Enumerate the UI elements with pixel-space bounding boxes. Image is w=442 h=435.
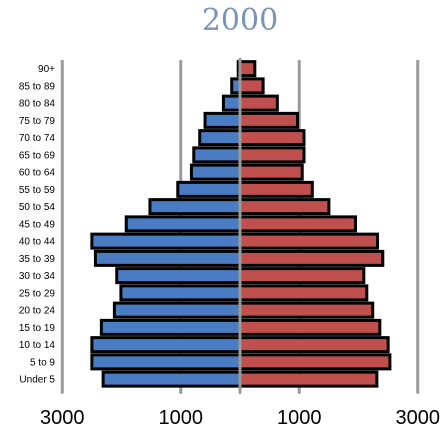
right-bar-3 [238,111,299,129]
age-label-10: 40 to 44 [19,237,56,248]
left-bar-8 [148,198,242,216]
x-tick-label-2: 1000 [277,407,322,429]
age-label-6: 60 to 64 [19,168,56,179]
left-bar-5 [192,146,242,164]
left-bar-14 [112,301,242,319]
age-label-2: 80 to 84 [19,99,56,110]
left-bar-17 [90,353,242,371]
right-bar-18 [238,370,379,388]
left-bar-10 [90,232,242,250]
right-bar-16 [238,336,390,354]
age-label-14: 20 to 24 [19,306,56,317]
age-label-7: 55 to 59 [19,185,56,196]
right-bar-2 [238,94,279,112]
left-bar-16 [90,336,242,354]
left-bar-4 [198,129,242,147]
age-label-1: 85 to 89 [19,81,56,92]
left-bar-12 [115,267,242,285]
right-bar-13 [238,284,369,302]
chart-title: 2000 [202,3,278,38]
age-group-labels: 90+ 85 to 89 80 to 84 75 to 79 70 to 74 65 to… [19,64,56,386]
right-bar-17 [238,353,392,371]
right-bar-12 [238,267,366,285]
right-bar-8 [238,198,331,216]
right-bar-6 [238,163,304,181]
left-bar-2 [221,94,242,112]
age-label-3: 75 to 79 [19,116,56,127]
age-label-12: 30 to 34 [19,271,56,282]
age-label-13: 25 to 29 [19,288,56,299]
left-bar-13 [119,284,242,302]
left-bar-18 [101,370,242,388]
female-bars [238,60,392,388]
x-axis-tick-labels: 3000 1000 1000 3000 [40,407,440,429]
left-bar-11 [93,249,242,267]
age-label-11: 35 to 39 [19,254,56,265]
left-bar-15 [99,318,242,336]
left-bar-9 [124,215,242,233]
x-tick-label-0: 3000 [40,407,85,429]
age-label-5: 65 to 69 [19,150,56,161]
age-label-4: 70 to 74 [19,133,56,144]
right-bar-15 [238,318,382,336]
age-label-15: 15 to 19 [19,323,56,334]
age-label-0: 90+ [38,64,55,75]
age-label-16: 10 to 14 [19,340,56,351]
right-bar-10 [238,232,379,250]
right-bar-9 [238,215,358,233]
x-tick-label-1: 1000 [159,407,204,429]
right-bar-1 [238,77,265,95]
age-label-8: 50 to 54 [19,202,56,213]
right-bar-11 [238,249,385,267]
left-bar-6 [189,163,242,181]
male-bars [90,60,242,388]
right-bar-4 [238,129,306,147]
left-bar-3 [203,111,242,129]
right-bar-5 [238,146,306,164]
x-tick-label-3: 3000 [396,407,441,429]
age-label-18: Under 5 [19,375,55,386]
age-label-9: 45 to 49 [19,219,56,230]
right-bar-14 [238,301,375,319]
age-label-17: 5 to 9 [30,357,55,368]
right-bar-0 [238,60,257,78]
left-bar-7 [176,180,242,198]
right-bar-7 [238,180,314,198]
